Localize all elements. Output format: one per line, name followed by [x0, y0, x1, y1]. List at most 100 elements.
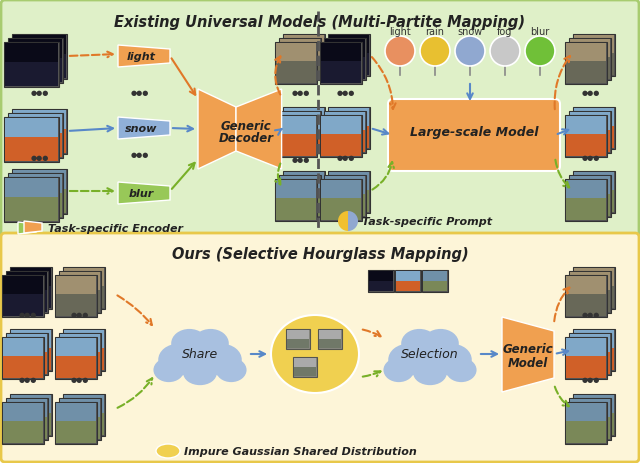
FancyBboxPatch shape: [294, 367, 316, 376]
FancyBboxPatch shape: [12, 169, 67, 214]
FancyBboxPatch shape: [5, 119, 58, 138]
FancyBboxPatch shape: [64, 269, 104, 287]
Text: ●●●: ●●●: [582, 376, 600, 382]
Polygon shape: [118, 118, 170, 140]
FancyBboxPatch shape: [287, 339, 309, 348]
FancyBboxPatch shape: [3, 356, 43, 378]
FancyBboxPatch shape: [13, 130, 66, 154]
FancyBboxPatch shape: [12, 35, 67, 80]
FancyBboxPatch shape: [570, 176, 610, 194]
FancyBboxPatch shape: [56, 421, 96, 443]
FancyBboxPatch shape: [324, 39, 366, 81]
Circle shape: [525, 37, 555, 67]
Circle shape: [455, 37, 485, 67]
FancyBboxPatch shape: [565, 402, 607, 444]
FancyBboxPatch shape: [60, 352, 100, 374]
FancyBboxPatch shape: [395, 270, 421, 292]
Polygon shape: [198, 90, 236, 169]
FancyBboxPatch shape: [566, 356, 606, 378]
Text: light: light: [127, 52, 156, 62]
Text: fog: fog: [497, 27, 513, 37]
Circle shape: [385, 37, 415, 67]
FancyBboxPatch shape: [284, 191, 324, 213]
FancyBboxPatch shape: [7, 352, 47, 374]
FancyBboxPatch shape: [276, 62, 316, 84]
FancyBboxPatch shape: [321, 62, 361, 84]
FancyBboxPatch shape: [13, 36, 66, 55]
FancyBboxPatch shape: [574, 348, 614, 370]
FancyBboxPatch shape: [11, 287, 51, 308]
FancyBboxPatch shape: [64, 330, 104, 348]
FancyBboxPatch shape: [565, 180, 607, 221]
FancyBboxPatch shape: [9, 194, 62, 218]
FancyBboxPatch shape: [574, 191, 614, 213]
Text: Large-scale Model: Large-scale Model: [410, 126, 538, 139]
FancyBboxPatch shape: [11, 395, 51, 413]
FancyBboxPatch shape: [55, 275, 97, 317]
FancyBboxPatch shape: [60, 290, 100, 313]
FancyBboxPatch shape: [566, 199, 606, 220]
FancyBboxPatch shape: [329, 109, 369, 127]
FancyBboxPatch shape: [325, 40, 365, 58]
FancyBboxPatch shape: [283, 108, 325, 150]
Wedge shape: [348, 212, 358, 232]
FancyBboxPatch shape: [570, 113, 610, 131]
FancyBboxPatch shape: [570, 334, 610, 352]
Ellipse shape: [383, 358, 414, 382]
FancyBboxPatch shape: [11, 330, 51, 348]
FancyBboxPatch shape: [570, 352, 610, 374]
Ellipse shape: [401, 329, 438, 358]
FancyBboxPatch shape: [566, 62, 606, 84]
FancyBboxPatch shape: [60, 417, 100, 439]
Text: ●●●: ●●●: [337, 90, 355, 96]
FancyBboxPatch shape: [566, 338, 606, 356]
FancyBboxPatch shape: [280, 176, 320, 194]
FancyBboxPatch shape: [565, 275, 607, 317]
FancyBboxPatch shape: [294, 358, 316, 367]
FancyBboxPatch shape: [56, 338, 96, 356]
Text: ●●●: ●●●: [582, 155, 600, 161]
FancyBboxPatch shape: [570, 272, 610, 290]
Text: Selection: Selection: [401, 348, 459, 361]
Text: blur: blur: [129, 188, 154, 199]
FancyBboxPatch shape: [324, 175, 366, 218]
FancyBboxPatch shape: [369, 271, 393, 282]
FancyBboxPatch shape: [566, 276, 606, 294]
Ellipse shape: [173, 333, 227, 375]
Text: ●●●: ●●●: [19, 376, 37, 382]
FancyBboxPatch shape: [279, 39, 321, 81]
FancyBboxPatch shape: [11, 269, 51, 287]
FancyBboxPatch shape: [566, 117, 606, 135]
FancyBboxPatch shape: [573, 35, 615, 77]
FancyBboxPatch shape: [329, 127, 369, 149]
FancyBboxPatch shape: [3, 294, 43, 316]
FancyBboxPatch shape: [56, 276, 96, 294]
FancyBboxPatch shape: [4, 118, 59, 163]
Polygon shape: [236, 90, 282, 169]
FancyBboxPatch shape: [56, 294, 96, 316]
FancyBboxPatch shape: [6, 333, 48, 375]
Text: ●●●: ●●●: [582, 311, 600, 317]
Text: ●●●: ●●●: [71, 311, 89, 317]
FancyBboxPatch shape: [5, 44, 58, 63]
FancyBboxPatch shape: [574, 413, 614, 435]
FancyBboxPatch shape: [286, 329, 310, 349]
Polygon shape: [502, 317, 554, 392]
Text: ●●●: ●●●: [19, 311, 37, 317]
Ellipse shape: [156, 444, 180, 458]
FancyBboxPatch shape: [275, 180, 317, 221]
FancyBboxPatch shape: [13, 190, 66, 213]
Ellipse shape: [388, 344, 429, 376]
FancyBboxPatch shape: [570, 290, 610, 313]
FancyBboxPatch shape: [60, 272, 100, 290]
FancyBboxPatch shape: [328, 108, 370, 150]
Ellipse shape: [413, 361, 447, 385]
Polygon shape: [18, 223, 36, 234]
FancyBboxPatch shape: [423, 271, 447, 282]
FancyBboxPatch shape: [55, 402, 97, 444]
Text: snow: snow: [458, 27, 483, 37]
FancyBboxPatch shape: [284, 54, 324, 76]
Ellipse shape: [154, 358, 184, 382]
FancyBboxPatch shape: [574, 127, 614, 149]
Text: ●●●: ●●●: [131, 90, 149, 96]
